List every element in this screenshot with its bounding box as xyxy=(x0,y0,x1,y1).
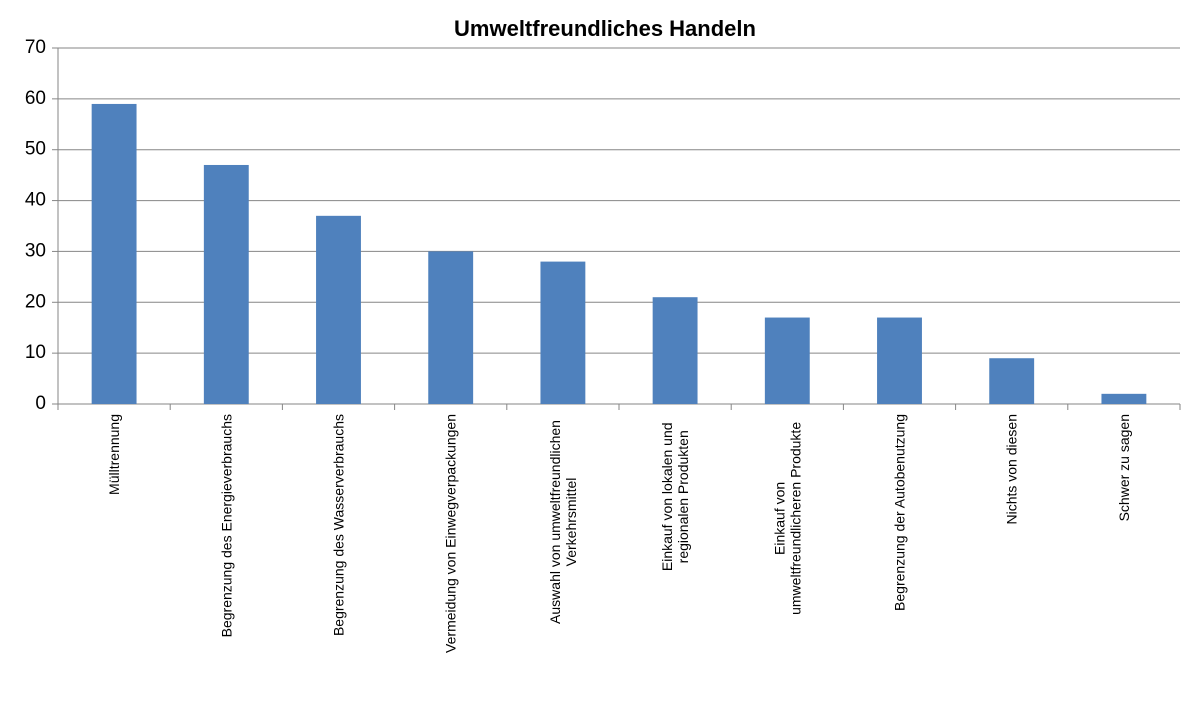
y-tick-label: 20 xyxy=(25,291,46,312)
y-tick-label: 0 xyxy=(35,393,46,414)
bar xyxy=(203,164,249,404)
bar xyxy=(1101,393,1147,404)
y-tick-label: 50 xyxy=(25,139,46,160)
bar xyxy=(428,251,474,404)
bar xyxy=(877,317,922,404)
y-tick-label: 40 xyxy=(25,190,46,211)
x-tick-label: Begrenzung des Energieverbrauchs xyxy=(218,414,234,637)
y-tick-label: 70 xyxy=(25,37,46,58)
x-tick-label: Begrenzung des Wasserverbrauchs xyxy=(331,414,347,636)
bar xyxy=(540,261,586,404)
chart-title: Umweltfreundliches Handeln xyxy=(454,16,756,41)
y-tick-label: 30 xyxy=(25,240,46,261)
bar xyxy=(316,215,361,404)
x-tick-label: Auswahl von umweltfreundlichenVerkehrsmi… xyxy=(547,420,579,624)
y-tick-label: 10 xyxy=(25,342,46,363)
bar xyxy=(91,103,137,404)
bar xyxy=(652,297,698,404)
x-tick-label: Vermeidung von Einwegverpackungen xyxy=(443,414,459,653)
x-tick-label: Schwer zu sagen xyxy=(1116,414,1132,521)
bar xyxy=(989,358,1035,404)
bar xyxy=(764,317,810,404)
x-tick-label: Nichts von diesen xyxy=(1004,414,1020,525)
x-tick-label: Mülltrennung xyxy=(106,414,122,495)
y-tick-label: 60 xyxy=(25,88,46,109)
x-tick-label: Einkauf vonumweltfreundlicheren Produkte xyxy=(771,422,803,615)
x-tick-label: Einkauf von lokalen undregionalen Produk… xyxy=(659,422,691,571)
x-tick-label: Begrenzung der Autobenutzung xyxy=(892,414,908,611)
